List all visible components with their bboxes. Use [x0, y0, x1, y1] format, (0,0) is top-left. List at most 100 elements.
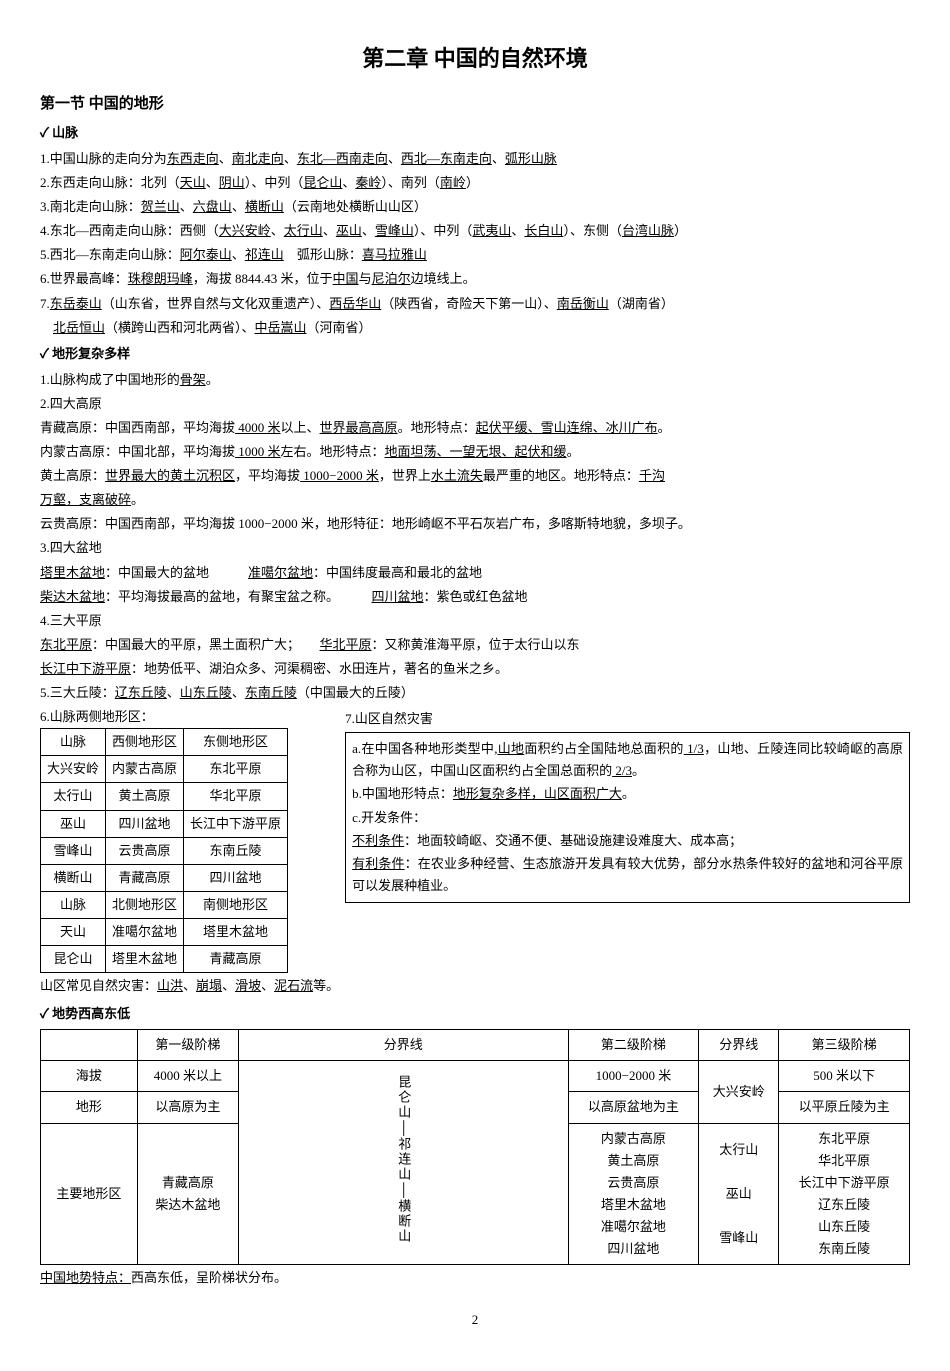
box-c-disadv: 不利条件：地面较崎岖、交通不便、基础设施建设难度大、成本高；: [352, 830, 903, 852]
t: 北岳恒山: [53, 320, 105, 335]
t: 昆仑山│祁连山│横断山: [392, 1075, 414, 1244]
t: 1.山脉构成了中国地形的: [40, 372, 180, 387]
t: 西岳华山: [329, 296, 381, 311]
t: ）、南列（: [381, 175, 440, 190]
td: 青藏高原: [106, 864, 184, 891]
t: 昆仑山: [303, 175, 342, 190]
t: 秦岭: [355, 175, 381, 190]
t: 千沟: [639, 468, 665, 483]
table-row: 山脉 北侧地形区 南侧地形区: [41, 891, 288, 918]
table-terrain-steps: 第一级阶梯 分界线 第二级阶梯 分界线 第三级阶梯 海拔 4000 米以上 昆仑…: [40, 1029, 910, 1265]
t: 塔里木盆地: [40, 565, 105, 580]
td-label: 主要地形区: [41, 1123, 138, 1265]
page-number: 2: [40, 1309, 910, 1331]
t: 弧形山脉: [505, 151, 557, 166]
th-blank: [41, 1030, 138, 1061]
t: 最严重的地区。地形特点：: [483, 468, 639, 483]
th: 西侧地形区: [106, 729, 184, 756]
td: 大兴安岭: [41, 756, 106, 783]
t: 、: [388, 151, 401, 166]
td: 塔里木盆地: [106, 945, 184, 972]
t: 、: [323, 223, 336, 238]
table-row: 第一级阶梯 分界线 第二级阶梯 分界线 第三级阶梯: [41, 1030, 910, 1061]
t: 中国: [333, 271, 359, 286]
t: ：紫色或红色盆地: [424, 589, 528, 604]
t: 太行山: [284, 223, 323, 238]
plateau3: 黄土高原：世界最大的黄土沉积区，平均海拔 1000−2000 米，世界上水土流失…: [40, 465, 910, 487]
td: 黄土高原: [106, 783, 184, 810]
th: 南侧地形区: [184, 891, 288, 918]
t: 5.三大丘陵：: [40, 685, 115, 700]
t: 、: [232, 685, 245, 700]
t: 水土流失: [431, 468, 483, 483]
t: 万壑，支离破碎: [40, 492, 131, 507]
t: ：中国最大的平原，黑土面积广大；: [92, 637, 320, 652]
t: 东南丘陵: [245, 685, 297, 700]
t: 巫山: [336, 223, 362, 238]
t: 山洪: [157, 978, 183, 993]
t: 山地: [497, 741, 524, 756]
t: 青藏高原：中国西南部，平均海拔: [40, 420, 235, 435]
p3: 3.南北走向山脉：贺兰山、六盘山、横断山（云南地处横断山山区）: [40, 196, 910, 218]
t7: 7.山区自然灾害: [345, 708, 910, 730]
td-label: 海拔: [41, 1061, 138, 1092]
t: 南北走向: [232, 151, 284, 166]
t: ）、中列（: [245, 175, 304, 190]
td: 东北平原 华北平原 长江中下游平原 辽东丘陵 山东丘陵 东南丘陵: [779, 1123, 910, 1265]
td: 青藏高原 柴达木盆地: [137, 1123, 238, 1265]
td: 青藏高原: [184, 945, 288, 972]
td: 准噶尔盆地: [106, 918, 184, 945]
t: 南岭: [440, 175, 466, 190]
t: 台湾山脉: [622, 223, 674, 238]
box-c: c.开发条件：: [352, 807, 903, 829]
t: 横断山: [245, 199, 284, 214]
td: 太行山: [41, 783, 106, 810]
t: 辽东丘陵: [115, 685, 167, 700]
t: （云南地处横断山山区）: [284, 199, 427, 214]
th: 北侧地形区: [106, 891, 184, 918]
table-row: 横断山青藏高原四川盆地: [41, 864, 288, 891]
table-row: 大兴安岭内蒙古高原东北平原: [41, 756, 288, 783]
t: 准噶尔盆地: [573, 1216, 695, 1238]
t: ）、东侧（: [563, 223, 622, 238]
t: 东北—西南走向: [297, 151, 388, 166]
section-heading: 第一节 中国的地形: [40, 92, 910, 118]
t: 、: [167, 685, 180, 700]
t: ：中国最大的盆地: [105, 565, 248, 580]
t: 1000−2000 米: [300, 468, 379, 483]
t: 。: [632, 763, 645, 778]
t: 长江中下游平原: [783, 1172, 905, 1194]
t: 、: [219, 151, 232, 166]
t: ，平均海拔: [235, 468, 300, 483]
t: 东西走向: [167, 151, 219, 166]
t: 长白山: [524, 223, 563, 238]
t: （横跨山西和河北两省）、: [105, 320, 255, 335]
sub-mountains: 山脉: [40, 122, 910, 144]
box-mountain-disaster: a.在中国各种地形类型中,山地面积约占全国陆地总面积的 1/3，山地、丘陵连同比…: [345, 732, 910, 903]
t: 东北平原: [40, 637, 92, 652]
t: 地形复杂多样，山区面积广大: [453, 786, 622, 801]
t: 东北平原: [783, 1128, 905, 1150]
t: 辽东丘陵: [783, 1194, 905, 1216]
t5: 5.三大丘陵：辽东丘陵、山东丘陵、东南丘陵（中国最大的丘陵）: [40, 682, 910, 704]
t: 西北—东南走向: [401, 151, 492, 166]
t6: 6.山脉两侧地形区：: [40, 706, 154, 728]
td: 4000 米以上: [137, 1061, 238, 1092]
t: 东南丘陵: [783, 1238, 905, 1260]
t: 山东丘陵: [180, 685, 232, 700]
t: （中国最大的丘陵）: [297, 685, 414, 700]
basin1: 塔里木盆地：中国最大的盆地 准噶尔盆地：中国纬度最高和最北的盆地: [40, 562, 910, 584]
t: 2/3: [612, 763, 632, 778]
t: 7.: [40, 296, 50, 311]
td: 横断山: [41, 864, 106, 891]
sub-terrain: 地形复杂多样: [40, 343, 910, 365]
t: 山区常见自然灾害：: [40, 978, 157, 993]
box-a: a.在中国各种地形类型中,山地面积约占全国陆地总面积的 1/3，山地、丘陵连同比…: [352, 738, 903, 782]
t: （湖南省）: [609, 296, 674, 311]
table-row: 天山准噶尔盆地塔里木盆地: [41, 918, 288, 945]
td: 以高原盆地为主: [568, 1092, 699, 1123]
t4: 4.三大平原: [40, 610, 910, 632]
t: 雪峰山: [703, 1227, 774, 1249]
td: 巫山: [41, 810, 106, 837]
t: 、: [232, 247, 245, 262]
